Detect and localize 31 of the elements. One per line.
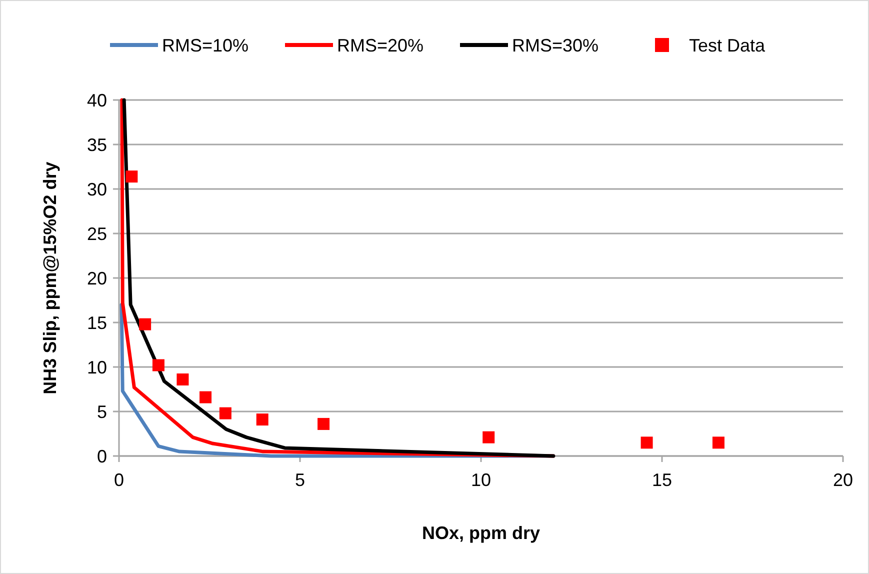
point xyxy=(152,359,164,372)
legend-label: RMS=10% xyxy=(162,35,249,56)
x-tick-label: 10 xyxy=(470,470,492,490)
point xyxy=(640,436,653,449)
y-tick-label: 10 xyxy=(86,357,107,378)
point xyxy=(200,391,212,404)
y-axis-title: NH3 Slip, ppm@15%O2 dry xyxy=(40,162,60,394)
y-tick-label: 15 xyxy=(86,312,107,333)
x-tick-label: 0 xyxy=(114,470,124,490)
point xyxy=(126,170,138,183)
y-tick-label: 0 xyxy=(96,446,107,466)
point xyxy=(318,418,330,430)
x-tick-label: 5 xyxy=(294,470,306,490)
legend-label: Test Data xyxy=(689,35,766,56)
point xyxy=(712,436,724,449)
y-tick-label: 20 xyxy=(86,268,107,288)
y-tick-label: 35 xyxy=(86,134,107,155)
point xyxy=(176,373,189,386)
legend-label: RMS=20% xyxy=(337,35,424,56)
y-tick-label: 40 xyxy=(86,90,107,110)
x-tick-label: 20 xyxy=(832,470,854,490)
y-tick-label: 30 xyxy=(86,179,107,200)
point xyxy=(219,407,232,420)
y-tick-label: 25 xyxy=(86,224,107,244)
point xyxy=(139,318,152,330)
point xyxy=(482,431,495,444)
point xyxy=(256,414,268,426)
x-axis-title: NOx, ppm dry xyxy=(422,523,540,543)
y-tick-label: 5 xyxy=(96,402,107,422)
x-tick-label: 15 xyxy=(652,470,672,490)
legend-label: RMS=30% xyxy=(512,35,599,56)
